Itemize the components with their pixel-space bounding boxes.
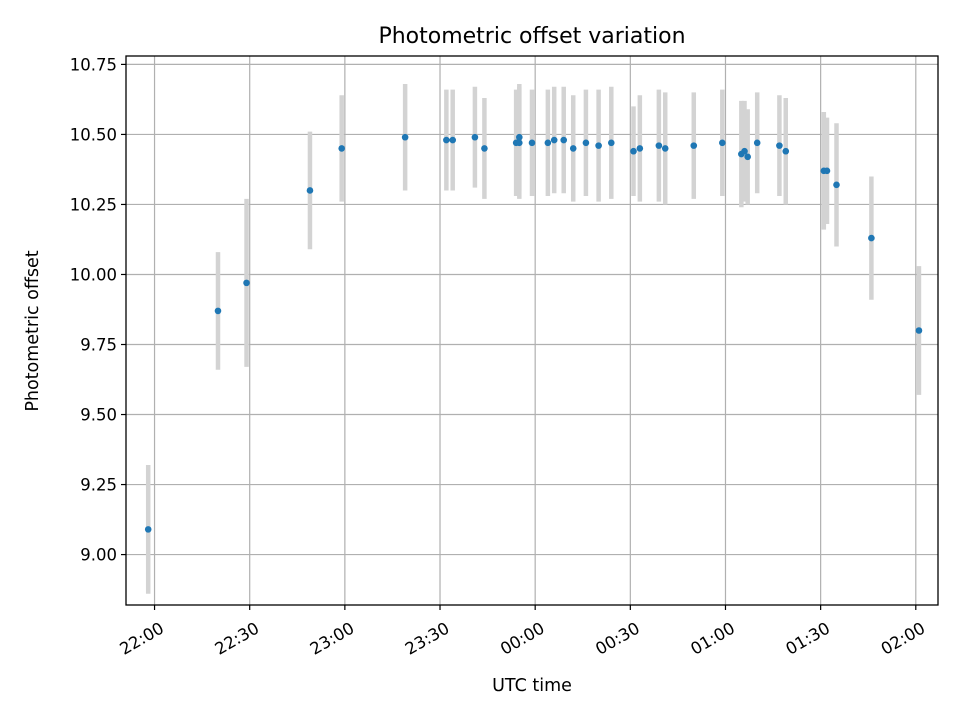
- x-tick-label: 23:30: [402, 618, 453, 658]
- data-point: [833, 181, 840, 189]
- data-point: [243, 279, 250, 287]
- data-point: [338, 145, 345, 152]
- x-tick-label: 01:30: [783, 618, 834, 658]
- y-tick-label: 10.25: [70, 195, 117, 214]
- data-point: [214, 307, 222, 315]
- data-point: [744, 153, 751, 161]
- x-tick-label: 02:00: [878, 618, 929, 658]
- data-point: [443, 136, 450, 144]
- y-tick-label: 10.75: [70, 55, 117, 74]
- data-point: [719, 139, 726, 147]
- data-point: [630, 147, 637, 155]
- y-tick-label: 10.50: [70, 125, 117, 144]
- error-bars: [145, 84, 922, 594]
- data-point: [544, 139, 552, 147]
- data-point: [569, 145, 577, 152]
- data-point: [823, 167, 831, 175]
- grid: [126, 56, 938, 605]
- data-point: [528, 139, 536, 147]
- y-tick-label: 9.50: [80, 406, 117, 425]
- data-point: [449, 136, 457, 144]
- x-tick-label: 01:00: [687, 618, 738, 658]
- y-tick-label: 10.00: [70, 265, 117, 284]
- data-point: [516, 133, 523, 141]
- data-point: [607, 139, 615, 147]
- y-axis-ticks: 9.00 9.25 9.50 9.75 10.00 10.25 10.50 10.75: [70, 55, 126, 565]
- data-point: [144, 526, 152, 533]
- data-point: [306, 187, 314, 194]
- x-axis-ticks: 22:00 22:30 23:00 23:30 00:00 00:30 01:00 01:30…: [116, 605, 928, 659]
- data-point: [636, 145, 644, 152]
- data-point: [661, 145, 669, 152]
- data-point: [753, 139, 761, 147]
- x-tick-label: 22:00: [116, 618, 167, 658]
- chart-title: Photometric offset variation: [378, 24, 685, 49]
- x-tick-label: 00:30: [592, 618, 643, 658]
- data-point: [582, 139, 590, 147]
- data-point: [550, 136, 558, 144]
- data-point: [741, 147, 748, 155]
- y-tick-label: 9.00: [80, 546, 117, 565]
- data-points: [144, 133, 923, 533]
- y-tick-label: 9.25: [80, 476, 117, 495]
- data-point: [655, 142, 663, 149]
- data-point: [401, 133, 409, 141]
- data-point: [776, 142, 783, 149]
- y-tick-label: 9.75: [80, 336, 117, 355]
- data-point: [481, 145, 488, 152]
- data-point: [471, 133, 479, 141]
- data-point: [868, 234, 875, 242]
- data-point: [782, 147, 790, 155]
- data-point: [595, 142, 602, 149]
- data-point: [560, 136, 568, 144]
- data-point: [915, 327, 923, 334]
- y-axis-label: Photometric offset: [23, 250, 43, 411]
- x-tick-label: 00:00: [497, 618, 548, 658]
- x-tick-label: 23:00: [307, 618, 358, 658]
- x-axis-label: UTC time: [492, 676, 572, 696]
- plot-frame: [125, 55, 939, 606]
- data-point: [690, 142, 698, 149]
- data-point: [516, 139, 523, 147]
- x-tick-label: 22:30: [212, 618, 263, 658]
